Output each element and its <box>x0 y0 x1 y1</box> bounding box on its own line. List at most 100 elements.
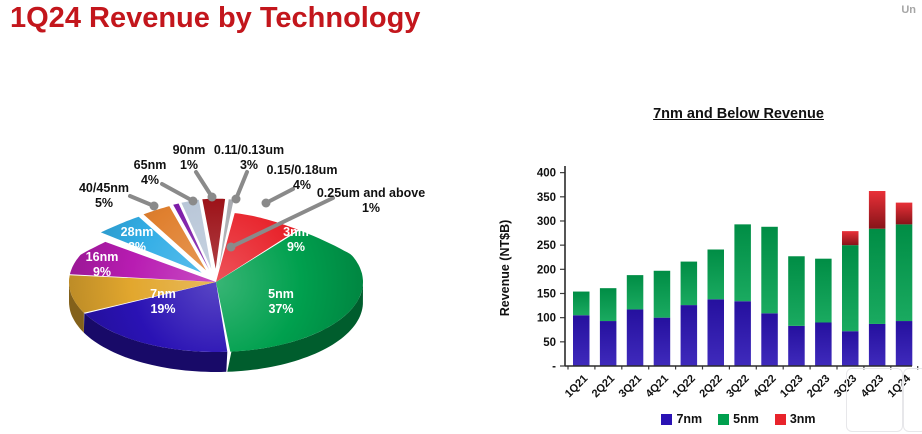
bar-segment-7nm-1Q22 <box>680 305 698 366</box>
pie-slice-label-0.11/0.13um: 0.11/0.13um 3% <box>213 143 285 172</box>
bar-segment-7nm-1Q21 <box>573 315 590 366</box>
bar-segment-5nm-1Q21 <box>573 291 590 316</box>
pie-slice-0.25um and above <box>218 199 234 269</box>
bar-segment-7nm-4Q23 <box>868 323 886 366</box>
bar-segment-7nm-3Q23 <box>842 331 859 366</box>
x-tick-label: 2Q21 <box>590 373 618 401</box>
bar-segment-5nm-2Q21 <box>599 288 617 322</box>
pie-callout-line <box>229 196 335 249</box>
pie-slice-label-0.25um and above: 0.25um and above 1% <box>316 186 426 215</box>
bar-segment-7nm-2Q21 <box>599 321 617 366</box>
bar-segment-5nm-4Q21 <box>653 270 671 318</box>
bar-segment-7nm-3Q21 <box>626 309 644 366</box>
pie-callout-dot <box>149 201 159 211</box>
pie-slice-label-0.15/0.18um: 0.15/0.18um 4% <box>266 163 338 192</box>
bar-segment-5nm-3Q22 <box>734 224 751 302</box>
bar-segment-3nm-4Q23 <box>868 191 886 229</box>
legend-label-7nm: 7nm <box>676 412 703 426</box>
pie-slice-label-28nm: 28nm 8% <box>120 225 154 254</box>
bar-segment-7nm-1Q23 <box>788 325 805 366</box>
x-tick-label: 1Q21 <box>563 373 591 401</box>
x-tick-label: 1Q22 <box>670 373 698 401</box>
bar-segment-5nm-1Q23 <box>788 256 805 326</box>
bar-chart-title: 7nm and Below Revenue <box>653 106 824 122</box>
bar-segment-5nm-2Q22 <box>707 249 724 300</box>
x-tick-label: 3Q22 <box>724 373 752 401</box>
pie-slice-label-3nm: 3nm 9% <box>283 225 309 254</box>
y-tick-label: 300 <box>537 216 556 228</box>
highlight-box <box>846 368 903 432</box>
bar-segment-3nm-1Q24 <box>895 202 913 225</box>
pie-slice-3nm <box>216 213 298 282</box>
pie-slice-label-16nm: 16nm 9% <box>85 250 119 279</box>
bar-segment-5nm-1Q22 <box>680 261 698 306</box>
pie-slice-side-5nm <box>227 282 363 372</box>
pie-chart <box>69 170 363 372</box>
bar-segment-7nm-3Q22 <box>734 301 751 366</box>
bar-chart: 400 350 300 250 200 150 100 50 -1Q21 2Q21 3Q21 4Q21… <box>537 166 919 401</box>
pie-slice-65nm <box>143 206 207 271</box>
page-title: 1Q24 Revenue by Technology <box>10 2 421 34</box>
bar-segment-5nm-3Q21 <box>626 275 644 310</box>
legend-swatch-3nm <box>774 413 786 425</box>
bar-segment-7nm-1Q24 <box>895 321 913 366</box>
y-tick-label: 150 <box>537 288 556 300</box>
bar-segment-5nm-4Q23 <box>868 228 886 324</box>
bar-segment-5nm-4Q22 <box>761 226 778 314</box>
bar-segment-5nm-2Q23 <box>815 258 832 323</box>
pie-slice-label-5nm: 5nm 37% <box>268 287 294 316</box>
x-tick-label: 2Q23 <box>805 373 833 401</box>
pie-slice-7nm <box>84 282 228 352</box>
watermark-text: Un <box>901 4 916 16</box>
pie-slice-16nm <box>69 275 216 313</box>
y-tick-label: 400 <box>537 168 556 180</box>
legend-item-7nm: 7nm <box>661 412 702 426</box>
pie-slice-label-40/45nm: 40/45nm 5% <box>78 181 130 210</box>
y-tick-label: - <box>552 361 556 373</box>
y-tick-label: 350 <box>537 192 556 204</box>
x-tick-label: 4Q21 <box>644 373 672 401</box>
legend-label-5nm: 5nm <box>733 412 759 426</box>
pie-callout-dot <box>207 192 217 202</box>
pie-slice-0.15/0.18um <box>202 198 226 269</box>
y-tick-label: 250 <box>537 240 556 252</box>
pie-callout-dot <box>231 194 241 204</box>
bar-segment-7nm-4Q22 <box>761 313 778 366</box>
legend-swatch-5nm <box>718 413 730 425</box>
x-tick-label: 3Q21 <box>617 373 645 401</box>
bar-segment-3nm-3Q23 <box>842 231 859 246</box>
bar-segment-5nm-1Q24 <box>895 224 913 322</box>
pie-callout-dot <box>188 196 198 206</box>
pie-callout-line <box>160 182 195 203</box>
pie-callout-line <box>194 170 214 199</box>
legend-label-3nm: 3nm <box>789 412 816 426</box>
pie-slice-5nm <box>216 230 363 352</box>
x-tick-label: 1Q23 <box>778 373 806 401</box>
pie-slice-90nm <box>173 203 209 270</box>
pie-slice-28nm <box>69 241 217 282</box>
pie-callout-dot <box>261 198 271 208</box>
pie-callout-line <box>264 187 295 205</box>
legend-swatch-7nm <box>661 413 673 425</box>
pie-callout-line <box>234 170 249 201</box>
bar-segment-5nm-3Q23 <box>842 245 859 332</box>
y-tick-label: 100 <box>537 313 556 325</box>
x-tick-label: 4Q22 <box>751 373 779 401</box>
pie-slice-side-16nm <box>69 282 84 333</box>
legend-item-3nm: 3nm <box>774 412 816 426</box>
y-tick-label: 200 <box>537 264 556 276</box>
pie-slice-label-65nm: 65nm 4% <box>133 158 167 187</box>
pie-slice-side-7nm <box>83 313 228 372</box>
y-tick-label: 50 <box>543 337 556 349</box>
bar-segment-7nm-2Q23 <box>815 322 832 366</box>
pie-slice-label-90nm: 90nm 1% <box>172 143 206 172</box>
pie-slice-0.11/0.13um <box>181 199 212 269</box>
pie-slice-40/45nm <box>100 216 202 273</box>
pie-slice-label-7nm: 7nm 19% <box>150 287 176 316</box>
bar-segment-7nm-4Q21 <box>653 317 671 366</box>
bar-segment-7nm-2Q22 <box>707 299 724 366</box>
x-tick-label: 2Q22 <box>697 373 725 401</box>
highlight-box <box>903 368 922 432</box>
pie-callout-dot <box>226 242 236 252</box>
